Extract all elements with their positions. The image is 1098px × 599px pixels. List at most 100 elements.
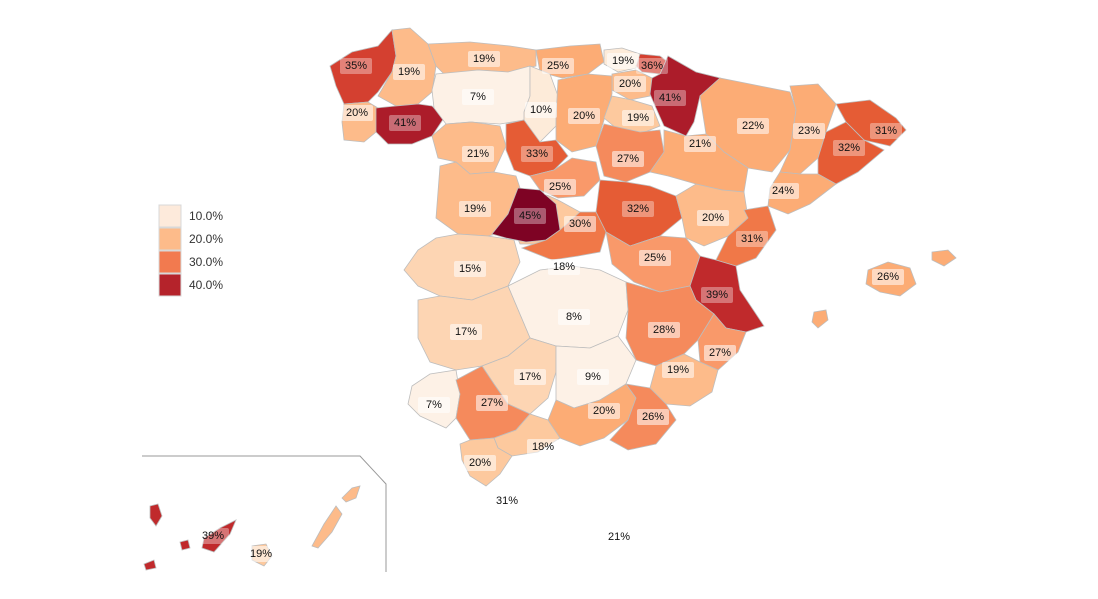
label-la-rioja: 19% [622, 110, 654, 126]
svg-text:19%: 19% [667, 364, 689, 376]
label-melilla: 21% [608, 531, 630, 543]
legend-swatch-40 [158, 273, 182, 297]
label-mallorca: 26% [872, 269, 904, 285]
svg-text:19%: 19% [398, 66, 420, 78]
label-pontevedra: 20% [341, 105, 373, 121]
svg-text:24%: 24% [772, 185, 794, 197]
canary-lanzarote [341, 485, 361, 503]
label-lugo: 19% [393, 64, 425, 80]
label-huelva: 7% [418, 397, 450, 413]
svg-text:39%: 39% [706, 289, 728, 301]
label-toledo: 30% [564, 216, 596, 232]
svg-text:17%: 17% [519, 371, 541, 383]
label-a-coruna: 35% [340, 58, 372, 74]
svg-text:41%: 41% [394, 117, 416, 129]
svg-text:28%: 28% [653, 324, 675, 336]
label-huesca: 22% [737, 118, 769, 134]
label-alava: 20% [614, 76, 646, 92]
svg-text:7%: 7% [470, 91, 486, 103]
label-salamanca: 19% [459, 201, 491, 217]
svg-text:19%: 19% [464, 203, 486, 215]
svg-text:17%: 17% [455, 326, 477, 338]
label-santa-cruz-de-tenerife: 39% [197, 528, 229, 544]
svg-text:7%: 7% [426, 399, 442, 411]
svg-text:36%: 36% [641, 60, 663, 72]
legend-label-30: 30.0% [189, 255, 223, 269]
label-asturias: 19% [468, 51, 500, 67]
legend-swatch-20 [158, 227, 182, 251]
label-jaen: 9% [577, 369, 609, 385]
label-soria: 27% [612, 151, 644, 167]
svg-text:19%: 19% [627, 112, 649, 124]
svg-text:20%: 20% [702, 212, 724, 224]
svg-text:26%: 26% [877, 271, 899, 283]
svg-text:21%: 21% [689, 138, 711, 150]
label-palencia: 10% [525, 102, 557, 118]
legend-label-40: 40.0% [189, 278, 223, 292]
label-girona: 31% [870, 123, 902, 139]
label-guadalajara: 32% [622, 201, 654, 217]
canary-la-gomera [179, 539, 191, 551]
svg-text:26%: 26% [642, 411, 664, 423]
label-navarra: 41% [654, 90, 686, 106]
label-lleida: 23% [793, 123, 825, 139]
label-badajoz: 17% [450, 324, 482, 340]
label-guipuzcoa: 36% [636, 58, 668, 74]
label-cantabria: 25% [542, 58, 574, 74]
label-cordoba: 17% [514, 369, 546, 385]
canary-fuerteventura [311, 505, 343, 549]
canary-tenerife [201, 519, 237, 553]
svg-text:27%: 27% [617, 153, 639, 165]
svg-text:27%: 27% [709, 347, 731, 359]
label-almeria: 26% [637, 409, 669, 425]
svg-text:18%: 18% [532, 441, 554, 453]
label-leon: 7% [462, 89, 494, 105]
label-barcelona: 32% [833, 140, 865, 156]
label-ceuta: 31% [496, 495, 518, 507]
svg-text:31%: 31% [875, 125, 897, 137]
svg-text:31%: 31% [496, 495, 518, 507]
svg-text:30%: 30% [569, 218, 591, 230]
province-menorca [931, 249, 957, 267]
svg-text:10%: 10% [530, 104, 552, 116]
value-labels: 35% 19% 19% 25% 19% 36% 20% 41% 7% 10% 2… [197, 51, 904, 562]
svg-text:15%: 15% [459, 263, 481, 275]
svg-text:23%: 23% [798, 125, 820, 137]
svg-text:21%: 21% [467, 148, 489, 160]
province-valladolid [505, 119, 569, 177]
svg-text:25%: 25% [644, 252, 666, 264]
label-madrid: 45% [514, 208, 546, 224]
svg-text:19%: 19% [250, 548, 272, 560]
svg-text:9%: 9% [585, 371, 601, 383]
label-vizcaya: 19% [607, 53, 639, 69]
label-segovia: 25% [544, 179, 576, 195]
label-las-palmas: 19% [245, 546, 277, 562]
svg-text:25%: 25% [549, 181, 571, 193]
svg-text:35%: 35% [345, 60, 367, 72]
svg-text:27%: 27% [481, 397, 503, 409]
label-ourense: 41% [389, 115, 421, 131]
svg-text:41%: 41% [659, 92, 681, 104]
svg-text:20%: 20% [346, 107, 368, 119]
label-malaga: 18% [527, 439, 559, 455]
svg-text:33%: 33% [526, 148, 548, 160]
svg-text:31%: 31% [741, 233, 763, 245]
label-murcia: 19% [662, 362, 694, 378]
label-castellon: 31% [736, 231, 768, 247]
svg-text:19%: 19% [612, 55, 634, 67]
svg-text:20%: 20% [619, 78, 641, 90]
label-zamora: 21% [462, 146, 494, 162]
label-cuenca: 25% [639, 250, 671, 266]
svg-text:32%: 32% [838, 142, 860, 154]
legend-swatch-30 [158, 250, 182, 274]
svg-text:20%: 20% [469, 457, 491, 469]
label-granada: 20% [588, 403, 620, 419]
label-valencia: 39% [701, 287, 733, 303]
svg-text:19%: 19% [473, 53, 495, 65]
svg-text:25%: 25% [547, 60, 569, 72]
svg-text:22%: 22% [742, 120, 764, 132]
province-barcelona [817, 121, 885, 185]
province-madrid [491, 187, 561, 243]
label-valladolid: 33% [521, 146, 553, 162]
canary-la-palma [149, 503, 163, 527]
